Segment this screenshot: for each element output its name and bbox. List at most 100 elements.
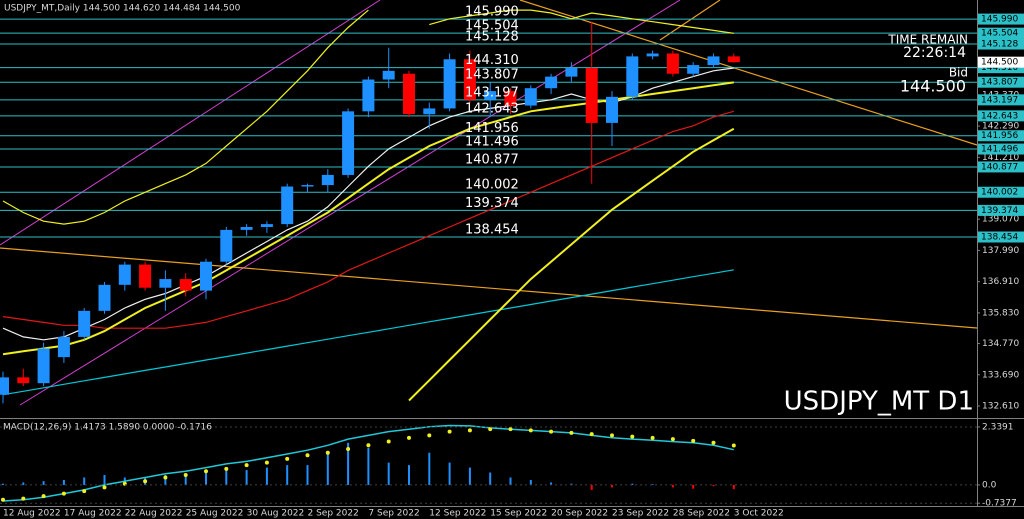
level-axis-label: 144.310: [981, 63, 1018, 73]
signal-dot: [508, 427, 513, 432]
macd-bar: [550, 482, 553, 485]
macd-bar: [347, 442, 350, 485]
macd-bar: [22, 482, 25, 485]
macd-bar: [164, 475, 167, 485]
macd-bar: [265, 467, 268, 485]
level-axis-label: 145.990: [981, 15, 1018, 25]
x-tick-label: 7 Sep 2022: [368, 509, 419, 519]
macd-bar: [387, 462, 390, 485]
candle-body: [220, 229, 233, 262]
level-box: [978, 231, 1024, 243]
level-axis-label: 141.956: [981, 131, 1018, 141]
chart-title: USDJPY_MT,Daily 144.500 144.620 144.484 …: [4, 4, 241, 14]
candle-body: [382, 70, 395, 80]
y-tick-label: 136.910: [982, 277, 1019, 287]
signal-dot: [691, 438, 696, 443]
bid-value: 144.500: [900, 77, 966, 96]
signal-dot: [366, 443, 371, 448]
macd-bar: [529, 479, 532, 485]
y-tick-label: 0.0: [982, 480, 997, 490]
signal-dot: [610, 433, 614, 438]
x-tick-label: 20 Sep 2022: [551, 509, 608, 519]
macd-bar: [286, 465, 289, 485]
signal-dot: [41, 494, 46, 499]
macd-bar: [205, 472, 207, 485]
macd-bar: [367, 447, 370, 485]
y-tick-label: -0.7377: [982, 499, 1017, 509]
level-label: 140.002: [465, 178, 519, 193]
x-tick-label: 15 Sep 2022: [490, 509, 547, 519]
y-tick-label: 134.770: [982, 339, 1019, 349]
signal-dot: [447, 429, 452, 434]
level-axis-label: 141.496: [981, 145, 1018, 155]
macd-bar: [468, 467, 471, 485]
signal-dot: [650, 435, 655, 440]
level-box: [978, 130, 1024, 142]
level-box: [978, 204, 1024, 216]
macd-bar: [611, 484, 613, 488]
level-box: [978, 76, 1024, 88]
time-remain-label: TIME REMAIN: [887, 33, 968, 47]
y-tick-label: 139.070: [982, 215, 1019, 225]
level-label: 138.454: [465, 223, 519, 238]
level-label: 139.374: [465, 196, 519, 211]
x-tick-label: 30 Aug 2022: [247, 509, 305, 519]
macd-bar: [428, 452, 431, 485]
level-axis-label: 142.643: [981, 111, 1018, 121]
macd-bar: [306, 465, 309, 485]
y-tick-label: 2.3391: [982, 422, 1014, 432]
candle-body: [727, 56, 740, 63]
watermark: USDJPY_MT D1: [784, 387, 974, 417]
signal-dot: [21, 496, 26, 501]
signal-dot: [427, 433, 432, 438]
macd-bar: [671, 484, 674, 488]
candle-body: [118, 264, 131, 285]
level-axis-label: 145.504: [981, 29, 1018, 39]
candle-body: [687, 65, 700, 74]
level-box: [978, 27, 1024, 39]
y-tick-label: 133.690: [982, 370, 1019, 380]
level-label: 145.128: [465, 30, 519, 45]
candle-body: [484, 91, 497, 100]
signal-dot: [82, 489, 87, 494]
macd-line: [2, 424, 734, 502]
macd-bar: [42, 481, 45, 485]
candle-body: [0, 377, 9, 395]
macd-bar: [651, 484, 654, 485]
candle-body: [423, 108, 436, 115]
indicator-line: [2, 9, 734, 225]
macd-bar: [692, 484, 695, 489]
x-tick-label: 12 Sep 2022: [429, 509, 486, 519]
y-tick-label: 141.210: [982, 153, 1019, 163]
macd-bar: [489, 472, 492, 485]
candle-body: [159, 279, 172, 288]
signal-dot: [528, 428, 533, 433]
level-label: 140.877: [465, 152, 519, 167]
candle-body: [545, 76, 558, 89]
candle-body: [281, 186, 294, 225]
level-label: 144.310: [465, 53, 519, 68]
candle-body: [37, 348, 50, 384]
candle-body: [646, 53, 659, 57]
level-axis-label: 143.197: [981, 95, 1018, 105]
macd-bar: [448, 462, 451, 485]
signal-dot: [285, 456, 290, 461]
indicator-line: [2, 110, 734, 329]
trend-line: [659, 0, 721, 41]
bid-box: [978, 56, 1024, 68]
candle-body: [585, 67, 598, 123]
x-tick-label: 12 Aug 2022: [3, 509, 61, 519]
macd-bar: [631, 483, 634, 485]
candle-body: [321, 174, 334, 186]
level-label: 142.643: [465, 101, 519, 116]
macd-bar: [225, 470, 228, 485]
bid-label: Bid: [949, 66, 968, 80]
signal-dot: [305, 453, 310, 458]
candle-body: [200, 261, 212, 291]
signal-dot: [407, 435, 411, 440]
candle-body: [707, 56, 720, 66]
y-tick-label: 135.830: [982, 308, 1019, 318]
signal-dot: [163, 475, 168, 480]
